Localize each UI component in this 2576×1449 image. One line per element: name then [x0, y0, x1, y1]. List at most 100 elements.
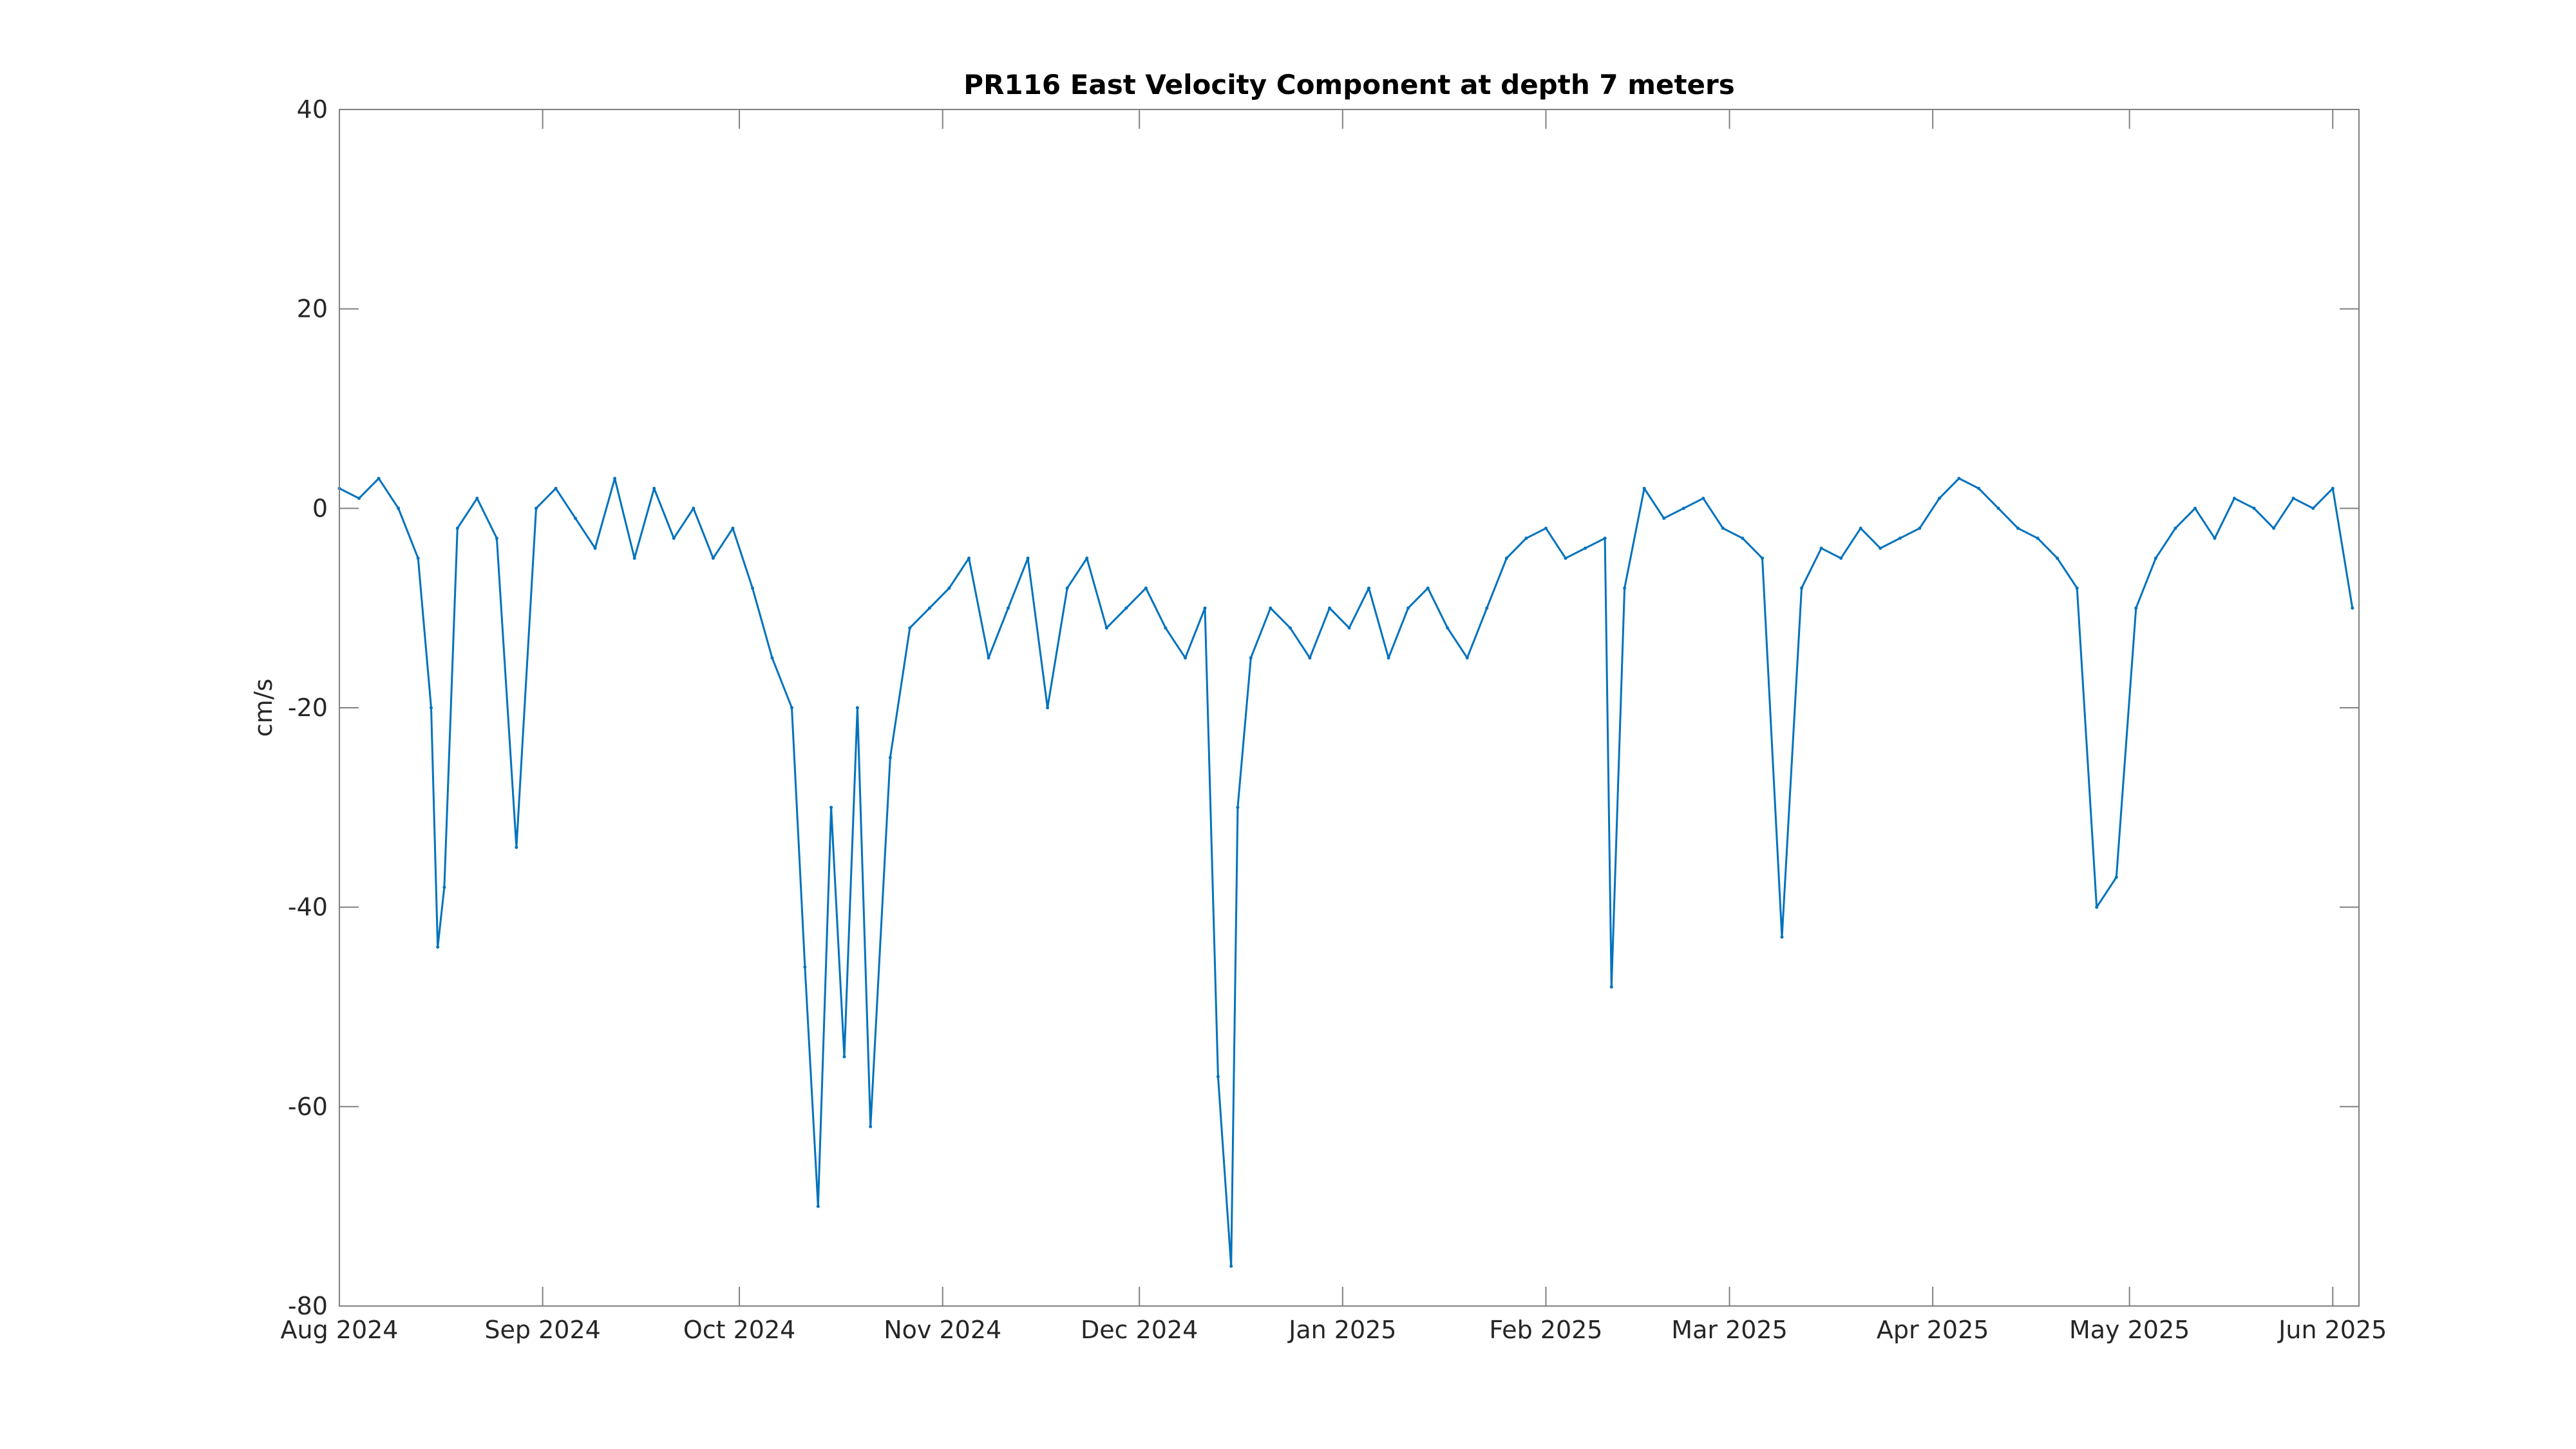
data-point: [652, 486, 656, 490]
data-point: [1839, 556, 1843, 560]
data-point: [1609, 985, 1613, 989]
y-axis-label: cm/s: [249, 679, 278, 737]
data-point: [1721, 526, 1725, 530]
data-point: [1046, 706, 1050, 710]
data-point: [1623, 586, 1627, 590]
data-point: [1681, 506, 1685, 510]
y-tick-label: 40: [297, 95, 328, 124]
data-point: [1761, 556, 1764, 560]
data-point: [927, 606, 931, 610]
data-point: [1347, 626, 1351, 630]
y-tick-label: 20: [297, 295, 328, 323]
data-point: [2095, 905, 2099, 909]
data-point: [1164, 626, 1168, 630]
data-point: [1701, 497, 1705, 500]
data-point: [416, 556, 420, 560]
data-point: [908, 626, 912, 630]
y-tick-label: -20: [288, 694, 328, 722]
data-point: [613, 477, 617, 480]
data-point: [2174, 526, 2177, 530]
data-point: [515, 846, 518, 849]
x-tick-label: Jun 2025: [2277, 1316, 2387, 1344]
data-point: [1996, 506, 2000, 510]
data-point: [770, 656, 774, 660]
data-point: [731, 526, 735, 530]
data-point: [842, 1055, 846, 1059]
data-point: [1184, 656, 1187, 660]
data-point: [711, 556, 715, 560]
data-point: [2331, 486, 2334, 490]
data-point: [869, 1124, 873, 1128]
chart-title: PR116 East Velocity Component at depth 7…: [963, 69, 1734, 100]
data-point: [2056, 556, 2060, 560]
data-point: [2213, 536, 2217, 540]
data-point: [1544, 526, 1548, 530]
data-point: [1642, 486, 1646, 490]
data-point: [554, 486, 558, 490]
data-point: [790, 706, 793, 710]
data-point: [495, 536, 498, 540]
x-tick-label: Jan 2025: [1287, 1316, 1396, 1344]
data-point: [1308, 656, 1312, 660]
data-point: [475, 497, 479, 500]
data-point: [2252, 506, 2256, 510]
data-point: [1124, 606, 1128, 610]
data-point: [987, 656, 990, 660]
x-tick-label: Apr 2025: [1877, 1316, 1989, 1344]
data-point: [1144, 586, 1148, 590]
data-point: [692, 506, 696, 510]
data-point: [2114, 875, 2118, 879]
data-point: [397, 506, 401, 510]
data-point: [1564, 556, 1567, 560]
data-point: [751, 586, 754, 590]
data-point: [1426, 586, 1430, 590]
data-point: [632, 556, 636, 560]
data-point: [2016, 526, 2020, 530]
data-point: [816, 1204, 820, 1208]
data-point: [672, 536, 676, 540]
data-point: [1879, 546, 1882, 550]
data-point: [1584, 546, 1587, 550]
data-point: [1485, 606, 1489, 610]
x-tick-label: Dec 2024: [1081, 1316, 1198, 1344]
data-point: [855, 706, 859, 710]
data-point: [1524, 536, 1528, 540]
series-line: [339, 477, 2354, 1267]
data-point: [2075, 586, 2079, 590]
data-point: [1465, 656, 1469, 660]
data-point: [436, 945, 440, 949]
data-point: [1085, 556, 1089, 560]
x-tick-label: Nov 2024: [884, 1316, 1001, 1344]
data-point: [1104, 626, 1108, 630]
data-point: [803, 965, 807, 969]
data-point: [1269, 606, 1273, 610]
data-point: [1446, 626, 1450, 630]
x-tick-label: Mar 2025: [1671, 1316, 1787, 1344]
x-tick-label: Sep 2024: [484, 1316, 600, 1344]
x-tick-label: Aug 2024: [281, 1316, 399, 1344]
data-point: [442, 886, 446, 889]
data-point: [1236, 806, 1240, 810]
data-point: [1957, 477, 1961, 480]
x-tick-label: May 2025: [2069, 1316, 2190, 1344]
data-point: [455, 526, 459, 530]
data-point: [2351, 606, 2354, 610]
data-point: [829, 806, 833, 810]
x-tick-label: Oct 2024: [683, 1316, 796, 1344]
data-point: [2311, 506, 2315, 510]
y-tick-label: 0: [312, 494, 328, 522]
data-point: [1387, 656, 1390, 660]
series-layer: [337, 477, 2354, 1268]
data-point: [574, 516, 577, 520]
data-point: [430, 706, 433, 710]
data-point: [1504, 556, 1508, 560]
data-point: [1406, 606, 1410, 610]
y-tick-label: -80: [288, 1292, 328, 1320]
data-point: [357, 497, 361, 500]
data-point: [1065, 586, 1069, 590]
data-point: [1800, 586, 1803, 590]
data-point: [1229, 1264, 1233, 1268]
data-point: [1859, 526, 1862, 530]
x-tick-label: Feb 2025: [1489, 1316, 1602, 1344]
